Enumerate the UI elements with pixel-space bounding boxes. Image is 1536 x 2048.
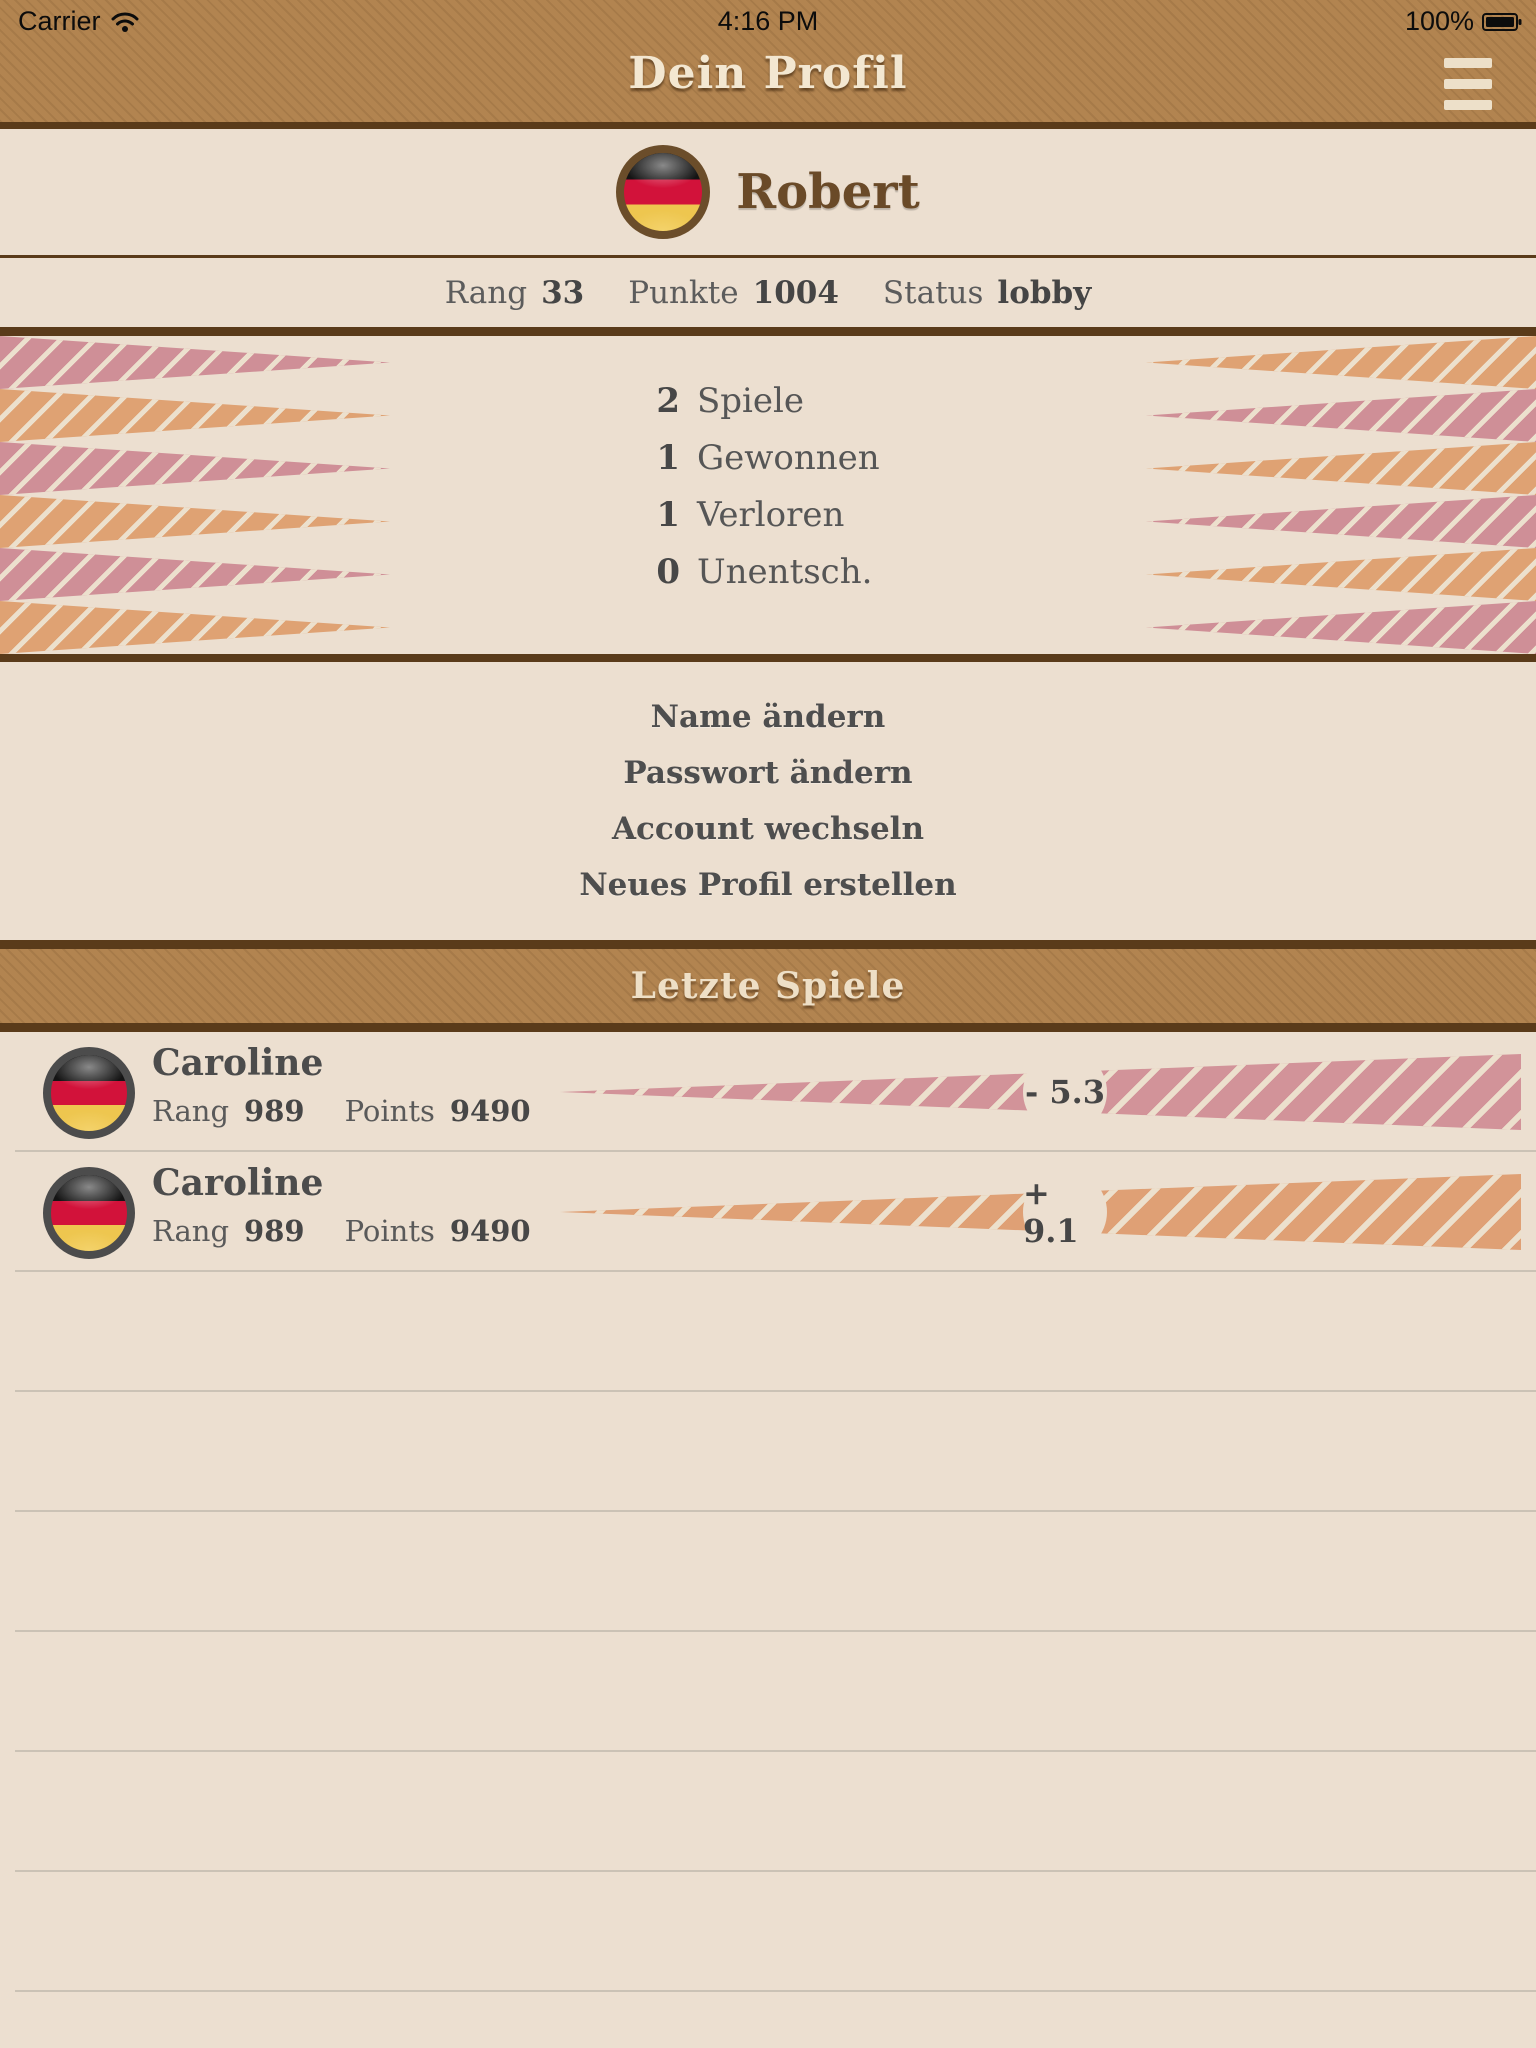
backgammon-points-right — [1146, 336, 1536, 654]
opponent-name: Caroline — [152, 1042, 324, 1084]
opponent-name: Caroline — [152, 1162, 324, 1204]
point-triangle — [0, 442, 390, 495]
clock: 4:16 PM — [717, 6, 819, 36]
point-triangle — [1146, 601, 1536, 654]
point-triangle — [1146, 389, 1536, 442]
record-games-value: 2 — [656, 381, 680, 421]
opponent-rank-label: Rang — [152, 1094, 230, 1128]
record-draw-value: 0 — [656, 552, 680, 592]
score-wedge: - 5.3 — [560, 1050, 1521, 1134]
recent-games-header: Letzte Spiele — [0, 940, 1536, 1032]
opponent-rank-label: Rang — [152, 1214, 230, 1248]
backgammon-points-left — [0, 336, 390, 654]
score-wedge: + 9.1 — [560, 1170, 1521, 1254]
carrier-label: Carrier — [18, 6, 101, 36]
stat-status-label: Status — [882, 274, 984, 311]
german-flag-icon — [43, 1047, 135, 1139]
stat-rank: Rang 33 — [445, 275, 584, 311]
point-triangle — [0, 601, 390, 654]
wifi-icon — [111, 12, 139, 32]
stat-status: Status lobby — [883, 275, 1091, 311]
point-triangle — [1146, 442, 1536, 495]
opponent-stats: Rang 989 Points 9490 — [152, 1094, 531, 1128]
battery-icon — [1482, 12, 1522, 31]
page-title: Dein Profil — [628, 48, 908, 99]
status-right: 100% — [1405, 6, 1522, 37]
empty-row — [0, 1272, 1536, 1392]
stat-points-label: Punkte — [628, 274, 739, 311]
record-stats: 2 Spiele 1 Gewonnen 1 Verloren 0 Unentsc… — [600, 336, 1000, 654]
point-triangle — [0, 495, 390, 548]
score-delta: + 9.1 — [1023, 1170, 1107, 1254]
opponent-points-value: 9490 — [449, 1214, 531, 1248]
empty-row — [0, 1872, 1536, 1992]
menu-button[interactable] — [1444, 58, 1492, 110]
record-won-label: Gewonnen — [697, 438, 880, 478]
battery-percent: 100% — [1404, 6, 1474, 36]
score-delta: - 5.3 — [1023, 1050, 1107, 1134]
recent-games-list: Caroline Rang 989 Points 9490 - 5.3 Caro… — [0, 1032, 1536, 2048]
record-board: 2 Spiele 1 Gewonnen 1 Verloren 0 Unentsc… — [0, 336, 1536, 662]
point-triangle — [0, 548, 390, 601]
opponent-points-label: Points — [344, 1094, 435, 1128]
status-bar: Carrier 4:16 PM 100% — [0, 0, 1536, 44]
opponent-points-label: Points — [344, 1214, 435, 1248]
point-triangle — [1146, 336, 1536, 389]
profile-header: Robert — [0, 129, 1536, 255]
change-name-button[interactable]: Name ändern — [650, 699, 886, 735]
empty-row — [0, 1632, 1536, 1752]
top-bar: Carrier 4:16 PM 100% Dein Profil — [0, 0, 1536, 129]
recent-games-title: Letzte Spiele — [630, 965, 906, 1007]
opponent-rank-value: 989 — [244, 1094, 305, 1128]
record-won-value: 1 — [656, 438, 680, 478]
opponent-rank-value: 989 — [244, 1214, 305, 1248]
profile-name: Robert — [736, 164, 920, 220]
record-won: 1 Gewonnen — [600, 438, 1000, 495]
stat-rank-value: 33 — [541, 274, 585, 311]
german-flag-icon — [43, 1167, 135, 1259]
stat-points-value: 1004 — [752, 274, 839, 311]
point-triangle — [1146, 495, 1536, 548]
record-lost-value: 1 — [656, 495, 680, 535]
point-triangle — [0, 389, 390, 442]
german-flag-icon — [616, 145, 711, 239]
change-password-button[interactable]: Passwort ändern — [623, 755, 913, 791]
record-draw-label: Unentsch. — [697, 552, 873, 592]
opponent-stats: Rang 989 Points 9490 — [152, 1214, 531, 1248]
record-lost-label: Verloren — [697, 495, 845, 535]
hamburger-icon — [1444, 58, 1492, 68]
record-draw: 0 Unentsch. — [600, 552, 1000, 609]
point-triangle — [1146, 548, 1536, 601]
stats-bar: Rang 33 Punkte 1004 Status lobby — [0, 255, 1536, 336]
record-games-label: Spiele — [697, 381, 805, 421]
game-row[interactable]: Caroline Rang 989 Points 9490 + 9.1 — [0, 1152, 1536, 1272]
empty-row — [0, 1752, 1536, 1872]
stat-status-value: lobby — [997, 274, 1092, 311]
switch-account-button[interactable]: Account wechseln — [612, 811, 924, 847]
stat-points: Punkte 1004 — [628, 275, 839, 311]
record-games: 2 Spiele — [600, 381, 1000, 438]
empty-row — [0, 1392, 1536, 1512]
new-profile-button[interactable]: Neues Profil erstellen — [579, 867, 957, 903]
record-lost: 1 Verloren — [600, 495, 1000, 552]
account-actions: Name ändern Passwort ändern Account wech… — [0, 662, 1536, 940]
point-triangle — [0, 336, 390, 389]
empty-row — [0, 1512, 1536, 1632]
stat-rank-label: Rang — [444, 274, 528, 311]
opponent-points-value: 9490 — [449, 1094, 531, 1128]
game-row[interactable]: Caroline Rang 989 Points 9490 - 5.3 — [0, 1032, 1536, 1152]
status-left: Carrier — [18, 6, 139, 37]
